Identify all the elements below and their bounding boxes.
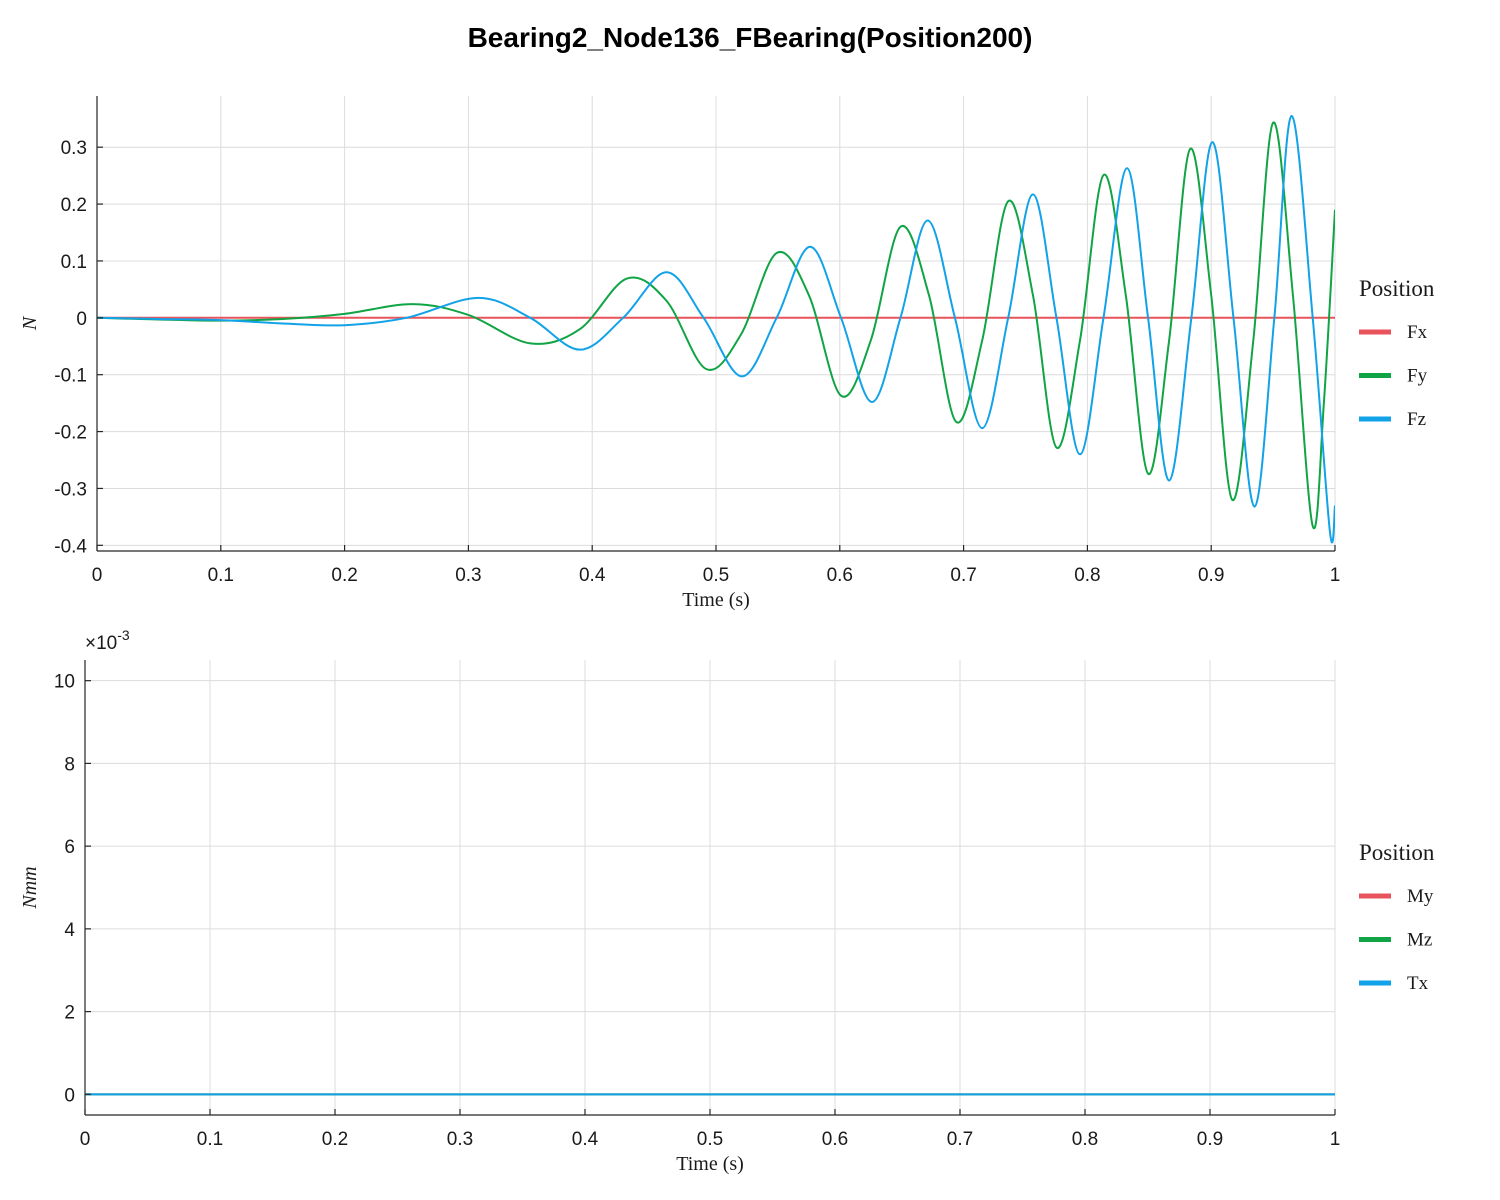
force-y-tick-label: -0.3: [54, 479, 87, 500]
moment-x-tick-label: 0.9: [1197, 1129, 1223, 1150]
force-x-tick-label: 0.9: [1198, 565, 1224, 586]
force-y-tick-label: 0.1: [61, 252, 87, 273]
force-legend-label-fy: Fy: [1407, 366, 1428, 387]
force-series-fz: [97, 114, 1335, 544]
moment-legend-label-my: My: [1407, 886, 1434, 907]
moment-y-axis-label: Nmm: [19, 866, 41, 909]
force-x-tick-label: 0.6: [827, 565, 853, 586]
moment-x-tick-label: 0.1: [197, 1129, 223, 1150]
force-y-tick-label: 0.2: [61, 195, 87, 216]
moment-y-exponent: ×10-3: [85, 627, 130, 654]
force-series-fy: [97, 121, 1335, 530]
force-x-axis-label: Time (s): [682, 589, 750, 611]
force-y-axis-label: N: [19, 315, 41, 331]
force-x-tick-label: 0.3: [455, 565, 481, 586]
force-y-tick-label: -0.1: [54, 366, 87, 387]
force-x-tick-label: 0.5: [703, 565, 729, 586]
force-legend: Position Fx Fy Fz: [1359, 276, 1435, 430]
force-plot: 0 0.1 0.2 0.3 0.4 0.5 0.6 0.7 0.8 0.9 1 -0.4 -0.3 -0.…: [19, 96, 1435, 611]
moment-x-tick-label: 0.4: [572, 1129, 599, 1150]
force-y-tick-label: 0.3: [61, 138, 87, 159]
force-y-tick-label: -0.4: [54, 536, 87, 557]
force-x-tick-label: 0: [92, 565, 103, 586]
moment-y-tick-label: 2: [64, 1003, 75, 1024]
moment-x-tick-label: 0.3: [447, 1129, 473, 1150]
force-legend-title: Position: [1359, 276, 1435, 301]
force-x-tick-label: 0.8: [1074, 565, 1100, 586]
moment-legend-title: Position: [1359, 840, 1435, 865]
moment-y-exponent-power: -3: [117, 627, 130, 643]
moment-x-tick-label: 0: [80, 1129, 91, 1150]
moment-y-tick-label: 4: [64, 920, 75, 941]
moment-y-tick-label: 8: [64, 754, 75, 775]
force-y-tick-label: 0: [76, 309, 87, 330]
moment-y-tick-label: 0: [64, 1085, 75, 1106]
force-legend-label-fz: Fz: [1407, 409, 1426, 430]
moment-legend-label-mz: Mz: [1407, 930, 1432, 951]
figure-title: Bearing2_Node136_FBearing(Position200): [468, 22, 1033, 53]
force-y-tick-label: -0.2: [54, 423, 87, 444]
force-x-tick-label: 0.1: [208, 565, 234, 586]
moment-y-exponent-base: ×10: [85, 633, 117, 654]
moment-x-tick-label: 0.2: [322, 1129, 348, 1150]
force-series-group: [97, 114, 1335, 544]
force-x-tick-label: 0.7: [950, 565, 976, 586]
moment-x-axis-label: Time (s): [676, 1153, 744, 1175]
moment-x-tick-label: 1: [1330, 1129, 1341, 1150]
moment-y-tick-label: 6: [64, 837, 75, 858]
force-x-tick-label: 0.4: [579, 565, 606, 586]
moment-x-tick-label: 0.8: [1072, 1129, 1098, 1150]
moment-legend-label-tx: Tx: [1407, 973, 1429, 994]
force-legend-label-fx: Fx: [1407, 322, 1428, 343]
force-x-tick-label: 1: [1330, 565, 1341, 586]
moment-legend: Position My Mz Tx: [1359, 840, 1435, 994]
moment-x-tick-label: 0.5: [697, 1129, 723, 1150]
moment-y-tick-label: 10: [54, 672, 75, 693]
moment-plot: 0 0.1 0.2 0.3 0.4 0.5 0.6 0.7 0.8 0.9 10246810×10-…: [19, 627, 1435, 1175]
moment-x-tick-label: 0.6: [822, 1129, 848, 1150]
moment-x-tick-label: 0.7: [947, 1129, 973, 1150]
force-x-tick-label: 0.2: [331, 565, 357, 586]
